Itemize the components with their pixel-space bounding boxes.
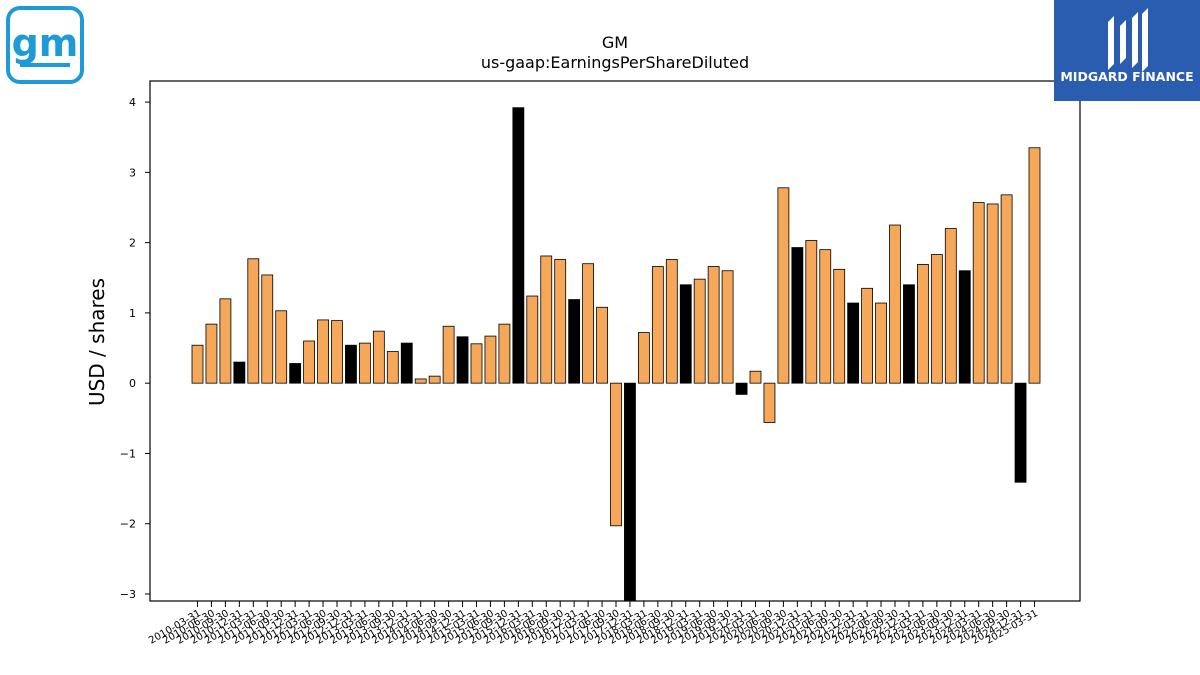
bar-2023-12-31: [958, 270, 971, 384]
bar-2014-03-31: [414, 378, 427, 384]
bar-2022-12-31: [903, 284, 915, 384]
bar-2024-06-30: [986, 203, 999, 384]
bar-2010-03-31: [191, 344, 204, 384]
bar-2010-12-31: [233, 361, 246, 384]
chart-title: GM: [602, 33, 628, 52]
bar-2020-03-31: [749, 370, 762, 384]
bar-2012-06-30: [317, 319, 329, 384]
bar-2018-09-30: [665, 259, 678, 384]
bar-2021-06-30: [819, 249, 832, 384]
y-axis: −3 −2 −1 0 1 2 3 4: [120, 96, 150, 601]
bar-2014-06-30: [428, 375, 441, 384]
midgard-finance-logo-icon: MIDGARD FINANCE: [1054, 0, 1200, 101]
bar-2011-09-30: [275, 310, 288, 384]
bar-2017-03-31: [582, 263, 594, 384]
bar-2015-09-30: [498, 323, 511, 384]
bar-2015-12-31: [512, 107, 525, 384]
bar-2023-09-30: [944, 228, 957, 384]
bar-2012-12-31: [345, 344, 357, 384]
bar-2016-12-31: [568, 299, 581, 384]
bar-2011-12-31: [289, 363, 302, 384]
bar-2019-03-31: [693, 278, 706, 384]
bar-2024-09-30: [1000, 194, 1013, 384]
bar-2013-03-31: [358, 342, 371, 384]
gm-logo-text: gm: [12, 21, 79, 65]
bar-2019-06-30: [707, 266, 720, 384]
y-tick-label: 2: [129, 237, 136, 250]
bar-2020-12-31: [791, 247, 804, 384]
y-tick-label: 3: [129, 166, 136, 179]
bar-2023-06-30: [930, 254, 943, 384]
y-axis-label: USD / shares: [85, 278, 109, 406]
bar-2020-06-30: [763, 382, 776, 423]
y-tick-label: 4: [129, 96, 136, 109]
bar-2011-03-31: [247, 258, 260, 384]
bar-2015-03-31: [470, 343, 483, 384]
bar-2014-12-31: [456, 336, 469, 384]
bar-2019-12-31: [735, 382, 748, 395]
bar-2013-06-30: [372, 330, 385, 384]
bar-2016-03-31: [526, 295, 539, 384]
bar-2024-03-31: [972, 202, 985, 384]
y-tick-label: −1: [120, 447, 136, 460]
bar-2012-03-31: [303, 340, 316, 384]
bar-2019-09-30: [721, 270, 734, 384]
bar-2016-06-30: [540, 255, 553, 384]
bar-2017-12-31: [624, 382, 636, 602]
y-tick-label: 0: [129, 377, 136, 390]
y-tick-label: −2: [120, 518, 136, 531]
bar-2025-03-31: [1028, 147, 1041, 384]
bar-2010-09-30: [219, 298, 232, 384]
chart-subtitle: us-gaap:EarningsPerShareDiluted: [481, 53, 749, 72]
bar-2013-12-31: [400, 342, 413, 384]
bars-group: [191, 107, 1041, 602]
bar-2018-03-31: [638, 332, 650, 384]
bar-2013-09-30: [386, 351, 399, 384]
bar-2016-09-30: [554, 259, 567, 384]
bar-2018-12-31: [679, 284, 692, 384]
bar-2022-03-31: [861, 287, 873, 384]
bar-2021-03-31: [805, 240, 818, 384]
bar-2010-06-30: [205, 323, 218, 384]
bar-2017-09-30: [610, 382, 622, 527]
plot-frame: [149, 80, 1081, 602]
bar-2022-09-30: [889, 224, 901, 384]
bar-2011-06-30: [261, 274, 274, 384]
bar-2012-09-30: [331, 320, 343, 384]
brand-name: MIDGARD FINANCE: [1060, 69, 1193, 84]
bar-2018-06-30: [651, 266, 664, 384]
bar-2015-06-30: [484, 335, 497, 384]
bar-2020-09-30: [777, 187, 790, 384]
bar-2021-09-30: [833, 268, 846, 384]
bar-2022-06-30: [875, 302, 887, 384]
y-tick-label: −3: [120, 588, 136, 601]
y-tick-label: 1: [129, 307, 136, 320]
bar-2023-03-31: [917, 264, 929, 384]
bar-2024-12-31: [1014, 382, 1027, 483]
x-axis: 2010-03-312010-06-302010-09-302010-12-31…: [147, 601, 1040, 647]
gm-logo-icon: gm: [6, 6, 84, 84]
bar-2017-06-30: [596, 306, 608, 384]
bar-2014-09-30: [442, 325, 455, 384]
bar-2021-12-31: [847, 302, 860, 384]
